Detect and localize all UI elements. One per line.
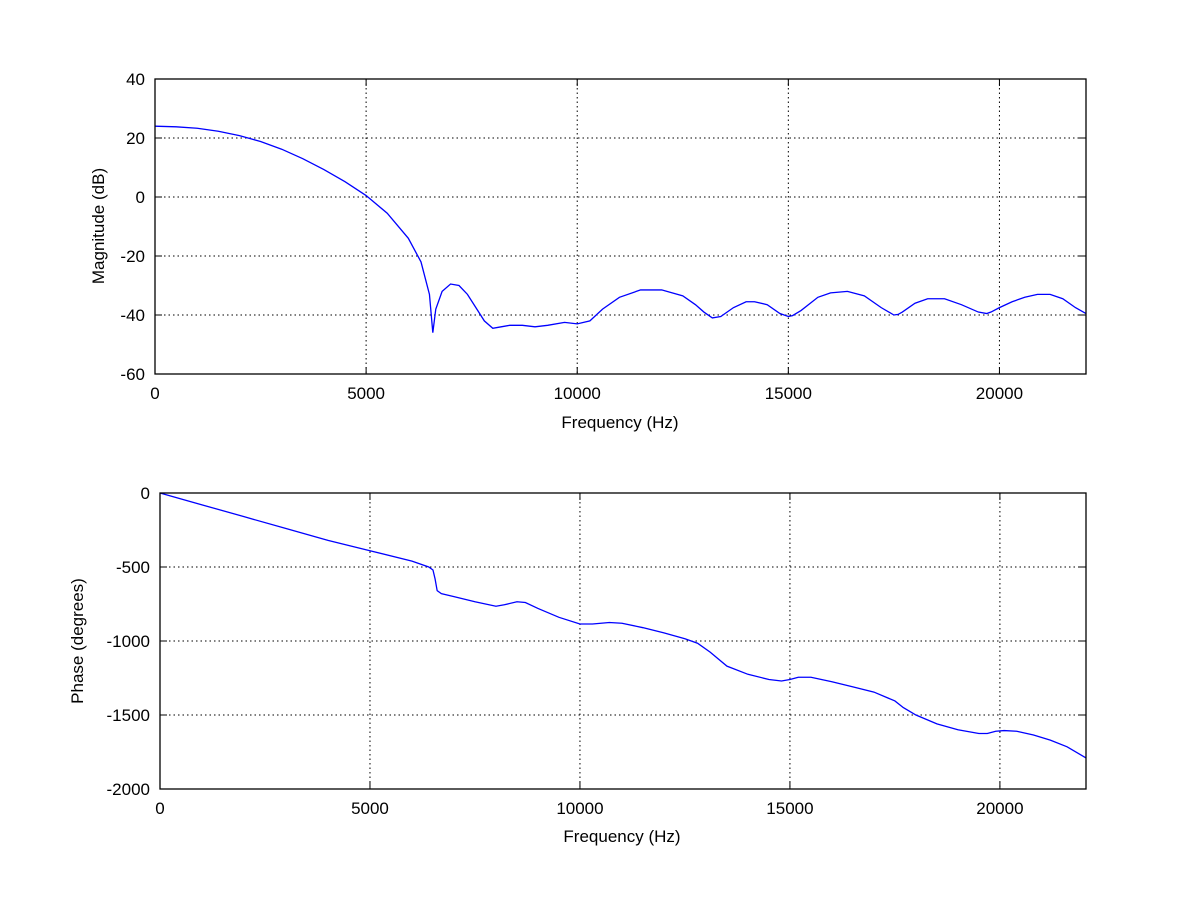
magnitude-y-tick-label: -40 (120, 306, 145, 325)
phase-subplot: 0 5000 10000 15000 20000 -2000 -1500 -1000 -500… (68, 484, 1087, 846)
phase-y-tick-label: -500 (116, 558, 150, 577)
magnitude-x-tick-label: 5000 (347, 384, 385, 403)
magnitude-x-tick-label: 20000 (976, 384, 1023, 403)
phase-x-axis-label: Frequency (Hz) (563, 827, 680, 846)
phase-x-tick-label: 10000 (556, 799, 603, 818)
magnitude-x-tick-labels: 0 5000 10000 15000 20000 (150, 384, 1023, 403)
phase-y-tick-label: 0 (141, 484, 150, 503)
phase-grid (160, 493, 1086, 789)
phase-x-tick-label: 5000 (351, 799, 389, 818)
magnitude-y-tick-label: 20 (126, 129, 145, 148)
magnitude-y-tick-label: -60 (120, 365, 145, 384)
phase-x-tick-label: 15000 (766, 799, 813, 818)
magnitude-series-line (154, 125, 1087, 333)
phase-x-tick-label: 20000 (976, 799, 1023, 818)
phase-y-axis-label: Phase (degrees) (68, 578, 87, 704)
magnitude-y-axis-label: Magnitude (dB) (89, 168, 108, 284)
magnitude-x-axis-label: Frequency (Hz) (561, 413, 678, 432)
magnitude-y-tick-label: -20 (120, 247, 145, 266)
phase-ticks (159, 492, 1086, 790)
magnitude-y-tick-label: 40 (126, 70, 145, 89)
magnitude-y-tick-labels: -60 -40 -20 0 20 40 (120, 70, 145, 384)
phase-series-line (159, 492, 1087, 759)
magnitude-x-tick-label: 0 (150, 384, 159, 403)
phase-y-tick-label: -1500 (107, 706, 150, 725)
magnitude-axes-frame (154, 78, 1087, 375)
phase-y-tick-labels: -2000 -1500 -1000 -500 0 (107, 484, 150, 799)
phase-x-tick-label: 0 (155, 799, 164, 818)
magnitude-subplot: 0 5000 10000 15000 20000 -60 -40 -20 0 20 40 Freq… (89, 70, 1087, 432)
magnitude-x-tick-label: 10000 (554, 384, 601, 403)
magnitude-y-tick-label: 0 (136, 188, 145, 207)
magnitude-x-tick-label: 15000 (765, 384, 812, 403)
phase-y-tick-label: -1000 (107, 632, 150, 651)
phase-y-tick-label: -2000 (107, 780, 150, 799)
phase-x-tick-labels: 0 5000 10000 15000 20000 (155, 799, 1023, 818)
magnitude-ticks (154, 78, 1086, 375)
